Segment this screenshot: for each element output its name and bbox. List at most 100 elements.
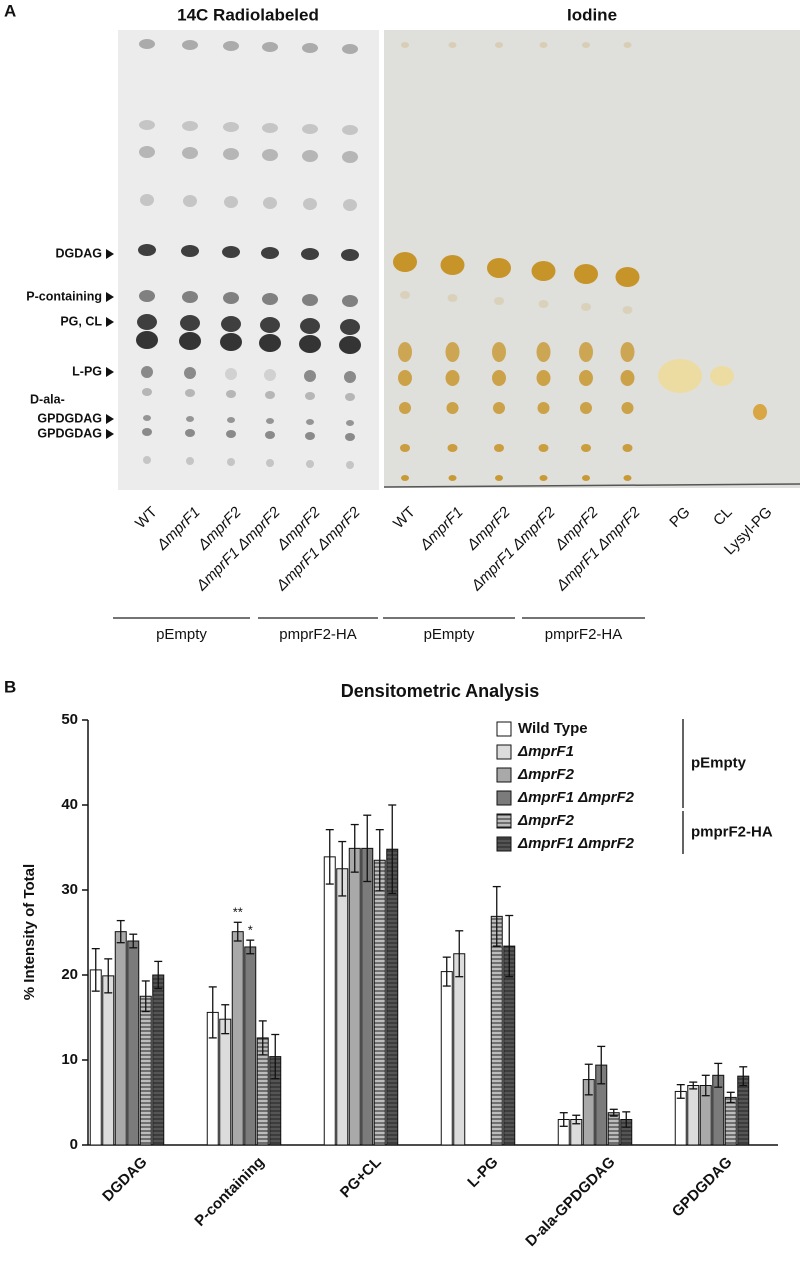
tlc-spot [221, 316, 241, 332]
tlc-spot [400, 291, 410, 299]
tlc-spot [223, 41, 239, 51]
error-bar [258, 1020, 267, 1056]
legend-swatch [496, 767, 512, 783]
tlc-spot [264, 369, 276, 381]
tlc-spot [346, 420, 354, 426]
bar [490, 915, 503, 1146]
error-bar [208, 986, 217, 1039]
tlc-spot [224, 196, 238, 208]
error-bar [714, 1062, 723, 1088]
tlc-spot [582, 475, 590, 481]
y-axis-label: % Intensity of Total [21, 864, 38, 1000]
tlc-spot [262, 123, 278, 133]
x-tick-label: PG+CL [337, 1154, 385, 1202]
tlc-spot [263, 197, 277, 209]
y-tick-label: 20 [61, 966, 78, 983]
tlc-spot [531, 261, 556, 281]
tlc-spot [753, 404, 767, 420]
tlc-spot [137, 314, 157, 330]
tlc-spot [345, 393, 355, 401]
tlc-spot [186, 416, 194, 422]
band-label: GPDGDAG [37, 411, 102, 425]
tlc-spot [185, 429, 195, 437]
band-arrow [106, 414, 114, 424]
tlc-spot [305, 392, 315, 400]
tlc-spot [340, 319, 360, 335]
tlc-spot [445, 370, 460, 386]
bar [127, 940, 140, 1146]
y-tick-label: 40 [61, 796, 78, 813]
tlc-spot [306, 419, 314, 425]
tlc-spot [223, 148, 239, 160]
error-bar [154, 960, 163, 990]
x-tick-label: L-PG [464, 1154, 501, 1191]
error-bar [221, 1004, 230, 1035]
tlc-spot [265, 391, 275, 399]
lane-label: CL [710, 504, 736, 530]
tlc-spot [182, 121, 198, 131]
tlc-spot [447, 444, 458, 452]
tlc-spot [345, 433, 355, 441]
error-bar [141, 980, 150, 1013]
tlc-spot [539, 475, 548, 481]
tlc-spot [302, 124, 318, 134]
x-tick-label: P-containing [191, 1154, 267, 1230]
y-tick-label: 0 [70, 1136, 78, 1153]
tlc-spot [536, 342, 551, 362]
band-label: PG, CL [60, 314, 102, 328]
tlc-spot [621, 402, 634, 414]
chart-title: Densitometric Analysis [341, 681, 539, 701]
error-bar [350, 823, 359, 873]
lane-label: ΔmprF1 [153, 504, 203, 554]
bar [607, 1112, 620, 1146]
tlc-spot [581, 303, 591, 311]
error-bar [442, 956, 451, 987]
tlc-spot [399, 402, 411, 414]
legend-label: Wild Type [518, 720, 588, 737]
tlc-spot [139, 290, 155, 302]
tlc-spot [341, 249, 359, 261]
bar [139, 995, 152, 1146]
bar [336, 868, 349, 1146]
tlc-spot [401, 42, 409, 48]
tlc-spot [400, 444, 410, 452]
legend-label: ΔmprF1 ΔmprF2 [517, 835, 635, 852]
error-bar [338, 840, 347, 897]
tlc-spot [185, 389, 195, 397]
tlc-spot [580, 402, 592, 414]
bar [152, 974, 165, 1146]
tlc-spot [226, 390, 236, 398]
bar [219, 1018, 232, 1146]
tlc-spot [582, 42, 590, 48]
tlc-spot [139, 120, 155, 130]
tlc-spot [261, 247, 279, 259]
error-bar [246, 939, 255, 955]
band-arrow [106, 367, 114, 377]
band-label: P-containing [26, 289, 102, 303]
lane-label: PG [666, 504, 693, 531]
tlc-spot [581, 444, 591, 452]
tlc-spot [266, 418, 274, 424]
tlc-spot [262, 42, 278, 52]
legend-swatch [496, 813, 512, 829]
tlc-spot [538, 444, 549, 452]
tlc-spot [393, 252, 417, 272]
legend-swatch [496, 744, 512, 760]
tlc-spot [346, 461, 354, 469]
lane-label: WT [132, 504, 161, 533]
tlc-spot [620, 370, 635, 386]
tlc-spot [223, 292, 239, 304]
tlc-spot [344, 371, 356, 383]
tlc-spot [142, 388, 152, 396]
error-bar [363, 814, 372, 883]
tlc-spot [447, 294, 458, 302]
tlc-spot [262, 293, 278, 305]
tlc-spot [136, 331, 158, 349]
tlc-spot [183, 195, 197, 207]
tlc-spot [622, 306, 633, 314]
legend-swatch [496, 836, 512, 852]
tlc-spot [223, 122, 239, 132]
tlc-spot [220, 333, 242, 351]
error-bar [739, 1066, 748, 1087]
tlc-spot [615, 267, 640, 287]
